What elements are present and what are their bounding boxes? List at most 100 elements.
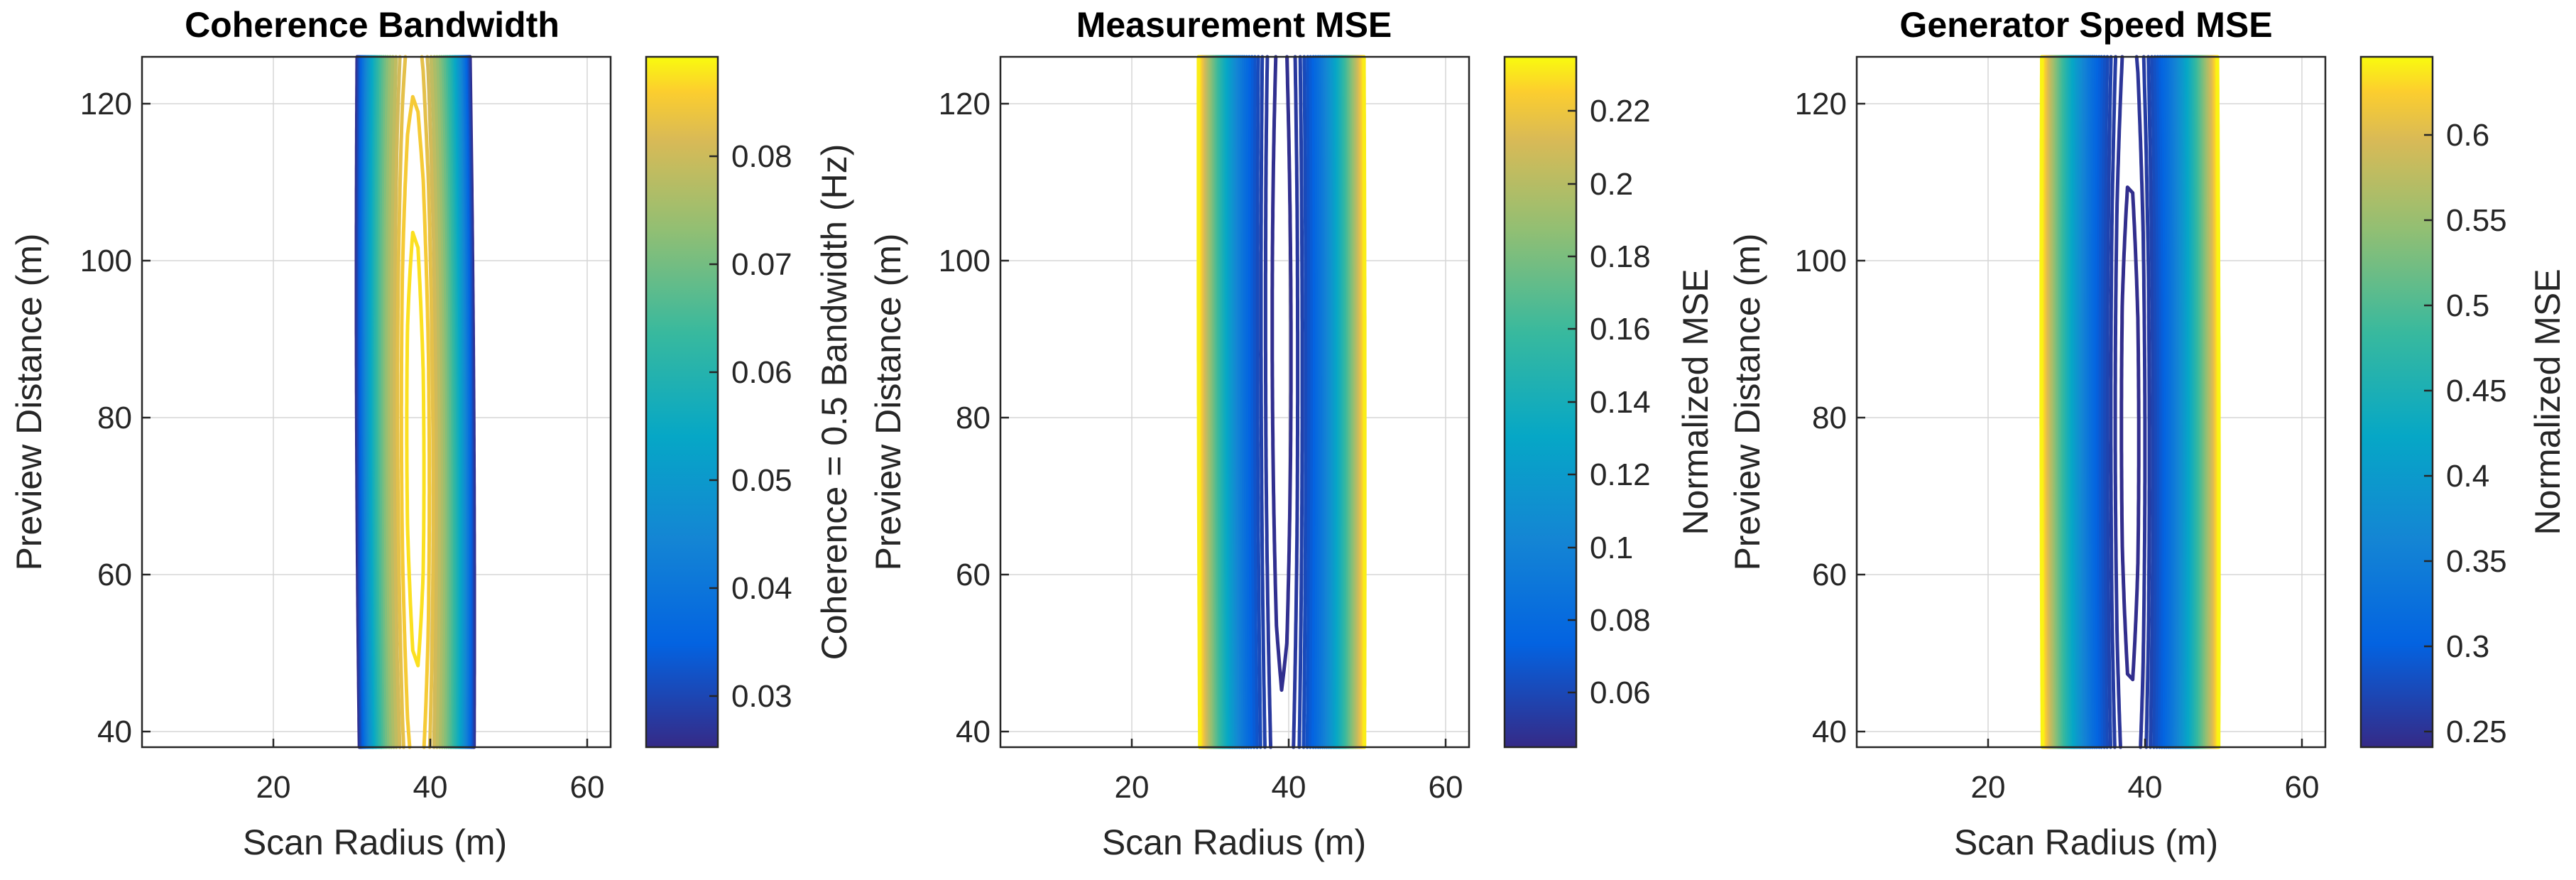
colorbar-gradient (1505, 57, 1576, 747)
panel-2-tick-marks (1000, 102, 1447, 747)
colorbar-tick-label: 0.1 (1590, 531, 1633, 565)
y-tick-label: 80 (1812, 401, 1847, 435)
colorbar-tick-label: 0.2 (1590, 167, 1633, 202)
contour-line (2109, 55, 2151, 749)
contour-line (1259, 55, 1304, 749)
panel-1-x-ticks: 20 40 60 (256, 770, 605, 805)
contour-line (2119, 185, 2141, 682)
contour-line (1242, 55, 1321, 749)
panel-1-x-axis-label: Scan Radius (m) (243, 822, 507, 862)
y-tick-label: 80 (97, 401, 132, 435)
panel-1-y-ticks: 40 60 80 100 120 (80, 87, 132, 749)
colorbar-label: Normalized MSE (1676, 268, 1715, 535)
colorbar-tick-label: 0.18 (1590, 239, 1651, 274)
colorbar-tick-label: 0.03 (731, 679, 792, 714)
panel-3-title: Generator Speed MSE (1899, 5, 2272, 45)
contour-line (2090, 55, 2170, 749)
contour-line (1238, 55, 1326, 749)
y-tick-label: 100 (1795, 244, 1847, 278)
y-tick-label: 40 (1812, 715, 1847, 749)
panel-3-colorbar: 0.25 0.3 0.35 0.4 0.45 0.5 0.55 0.6 Norm… (2359, 55, 2567, 749)
contour-line (385, 55, 446, 749)
y-tick-label: 60 (956, 558, 990, 592)
colorbar-tick-label: 0.16 (1590, 312, 1651, 347)
colorbar-ticks: 0.03 0.04 0.05 0.06 0.07 0.08 (709, 139, 792, 714)
contour-line (387, 55, 444, 749)
y-tick-label: 120 (1795, 87, 1847, 121)
panel-1-colorbar: 0.03 0.04 0.05 0.06 0.07 0.08 Coherence … (645, 55, 854, 749)
contour-line (2095, 55, 2166, 749)
colorbar-ticks: 0.06 0.08 0.1 0.12 0.14 0.16 0.18 0.2 0.… (1568, 94, 1651, 710)
panel-3-y-ticks: 40 60 80 100 120 (1795, 87, 1847, 749)
y-tick-label: 120 (939, 87, 990, 121)
panel-2-title: Measurement MSE (1076, 5, 1392, 45)
colorbar-tick-label: 0.08 (1590, 603, 1651, 638)
contour-line (379, 55, 452, 749)
panel-1-title: Coherence Bandwidth (185, 5, 560, 45)
colorbar-tick-label: 0.4 (2446, 459, 2489, 494)
panel-2-x-ticks: 20 40 60 (1115, 770, 1463, 805)
x-tick-label: 60 (570, 770, 605, 805)
contour-line (390, 55, 441, 749)
contour-line (1196, 55, 1367, 749)
contour-line (2105, 55, 2155, 749)
panel-2-y-axis-label: Preview Distance (m) (868, 233, 908, 570)
panel-3-contour-lines (2039, 55, 2221, 749)
y-tick-label: 120 (80, 87, 132, 121)
colorbar-tick-label: 0.14 (1590, 385, 1651, 420)
colorbar-tick-label: 0.06 (731, 355, 792, 390)
contour-line (1255, 55, 1308, 749)
colorbar-tick-label: 0.22 (1590, 94, 1651, 129)
x-tick-label: 40 (413, 770, 448, 805)
panel-measurement-mse: Measurement MSE 20 40 60 (868, 5, 1715, 862)
panel-1-tick-marks (142, 102, 589, 747)
contour-line (1247, 55, 1316, 749)
contour-line (2102, 55, 2158, 749)
contour-line (1270, 55, 1293, 692)
contour-line (1263, 55, 1300, 749)
panel-generator-speed-mse: Generator Speed MSE 20 40 60 (1728, 5, 2567, 862)
colorbar-tick-label: 0.55 (2446, 203, 2507, 238)
x-tick-label: 20 (1115, 770, 1150, 805)
colorbar-tick-label: 0.35 (2446, 544, 2507, 579)
colorbar-tick-label: 0.6 (2446, 118, 2489, 153)
panel-2-contour-lines (1196, 55, 1367, 749)
panel-3-axes-frame (1855, 55, 2327, 749)
colorbar-tick-label: 0.12 (1590, 457, 1651, 492)
panel-2-x-axis-label: Scan Radius (m) (1102, 822, 1366, 862)
panel-2-colorbar: 0.06 0.08 0.1 0.12 0.14 0.16 0.18 0.2 0.… (1503, 55, 1715, 749)
contour-line (1249, 55, 1314, 749)
contour-line (381, 55, 449, 749)
colorbar-gradient (2361, 57, 2433, 747)
colorbar-tick-label: 0.06 (1590, 675, 1651, 710)
panel-2-axes-frame (999, 55, 1470, 749)
x-tick-label: 40 (2128, 770, 2163, 805)
contour-line (1244, 55, 1319, 749)
contour-line (1235, 55, 1328, 749)
contour-line (395, 55, 435, 749)
contour-line (2092, 55, 2168, 749)
panel-1-contour-lines (354, 55, 476, 749)
colorbar-tick-label: 0.5 (2446, 288, 2489, 323)
x-tick-label: 20 (256, 770, 291, 805)
y-tick-label: 40 (97, 715, 132, 749)
panel-coherence-bandwidth: Coherence Bandwidth 20 40 60 (9, 5, 854, 862)
colorbar-gradient (646, 57, 718, 747)
contour-line (393, 55, 438, 749)
colorbar-ticks: 0.25 0.3 0.35 0.4 0.45 0.5 0.55 0.6 (2424, 118, 2507, 749)
colorbar-label: Normalized MSE (2528, 268, 2567, 535)
colorbar-tick-label: 0.08 (731, 139, 792, 174)
contour-line (383, 55, 448, 749)
colorbar-tick-label: 0.04 (731, 571, 792, 606)
y-tick-label: 60 (97, 558, 132, 592)
contour-line (2113, 55, 2147, 749)
x-tick-label: 40 (1272, 770, 1306, 805)
colorbar-tick-label: 0.25 (2446, 715, 2507, 749)
contour-line (1240, 55, 1324, 749)
panel-1-y-axis-label: Preview Distance (m) (9, 233, 49, 570)
x-tick-label: 60 (1429, 770, 1463, 805)
colorbar-tick-label: 0.05 (731, 463, 792, 498)
y-tick-label: 100 (939, 244, 990, 278)
panel-3-x-axis-label: Scan Radius (m) (1954, 822, 2218, 862)
